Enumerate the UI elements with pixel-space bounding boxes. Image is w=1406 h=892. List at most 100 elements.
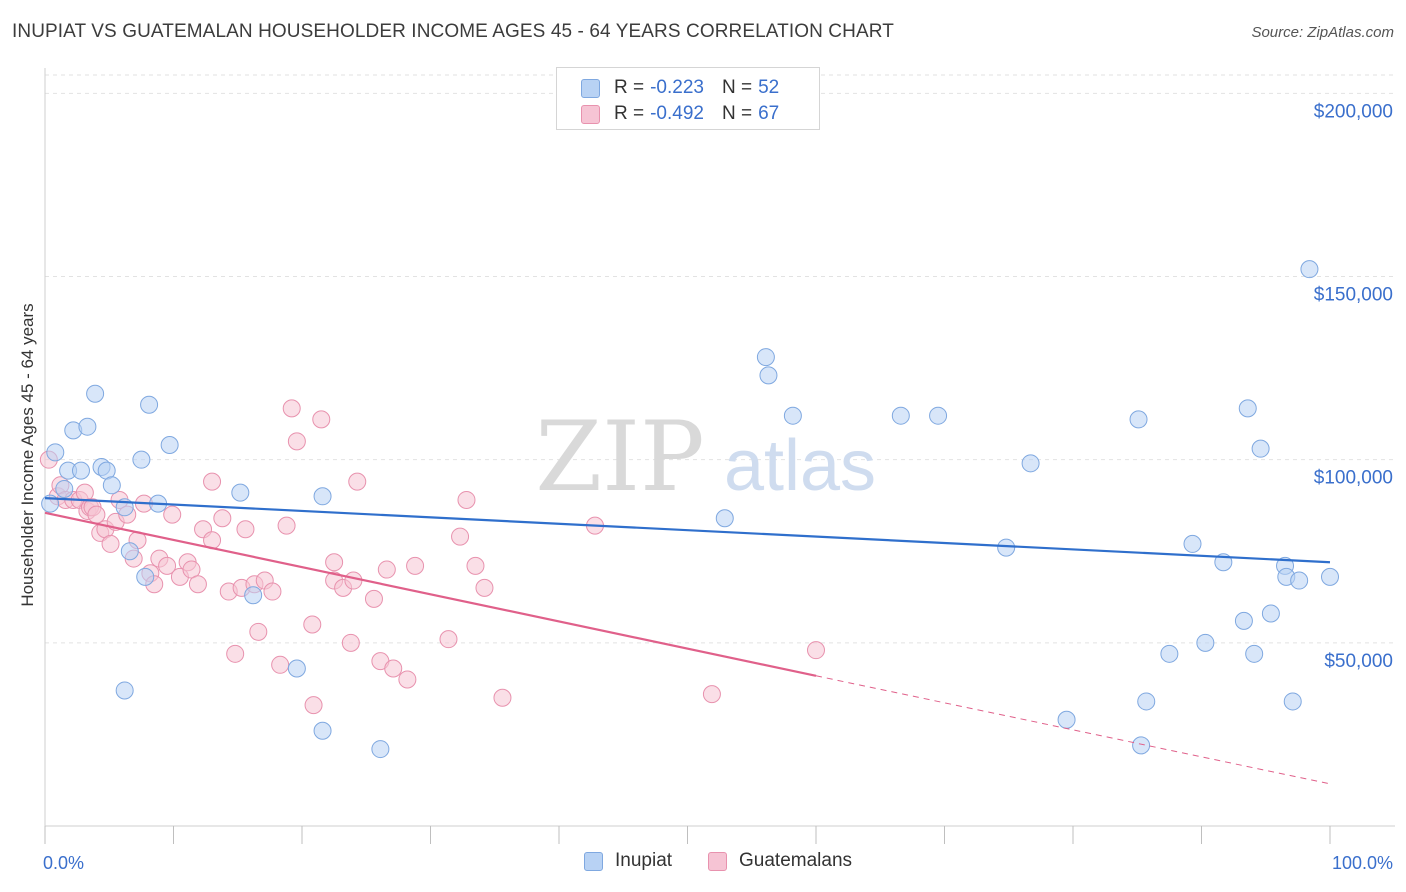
guatemalans-swatch	[581, 104, 600, 124]
inupiat-point	[1261, 604, 1280, 623]
guatemalans-point	[348, 472, 367, 491]
inupiat-point	[1137, 692, 1156, 711]
guatemalans-point	[475, 578, 494, 597]
inupiat-point	[115, 681, 134, 700]
guatemalans-point	[101, 534, 120, 553]
inupiat-point	[756, 348, 775, 367]
guatemalans-point	[226, 644, 245, 663]
y-tick-label: $50,000	[1324, 651, 1393, 672]
guatemalans-point	[158, 556, 177, 575]
guatemalans-point	[236, 520, 255, 539]
r-value: -0.492	[650, 103, 704, 124]
guatemalans-point	[203, 472, 222, 491]
x-tick-label: 0.0%	[43, 853, 84, 873]
inupiat-point	[55, 479, 74, 498]
r-label: R =	[614, 77, 645, 98]
guatemalans-point	[213, 509, 232, 528]
inupiat-swatch	[581, 78, 600, 98]
guatemalans-points	[39, 399, 825, 715]
inupiat-point	[313, 721, 332, 740]
guatemalans-point	[377, 560, 396, 579]
guatemalans-point	[312, 410, 331, 429]
inupiat-point	[160, 436, 179, 455]
inupiat-point	[78, 417, 97, 436]
chart-title: INUPIAT VS GUATEMALAN HOUSEHOLDER INCOME…	[12, 21, 894, 42]
guatemalans-point	[163, 505, 182, 524]
watermark-atlas: atlas	[724, 426, 876, 506]
guatemalans-point	[398, 670, 417, 689]
inupiat-point	[783, 406, 802, 425]
guatemalans-point	[466, 556, 485, 575]
inupiat-point	[120, 542, 139, 561]
inupiat-point	[1283, 692, 1302, 711]
legend-label-inupiat: Inupiat	[615, 850, 673, 871]
tick-labels: $50,000 $100,000 $150,000 $200,000 0.0% 100.0…	[43, 101, 1393, 873]
inupiat-point	[1196, 633, 1215, 652]
inupiat-point	[1021, 454, 1040, 473]
guatemalans-point	[263, 582, 282, 601]
guatemalans-point	[406, 556, 425, 575]
guatemalans-trend-extrapolated	[815, 675, 1331, 785]
inupiat-point	[231, 483, 250, 502]
guatemalans-point	[702, 685, 721, 704]
inupiat-point	[1245, 644, 1264, 663]
guatemalans-point	[493, 688, 512, 707]
guatemalans-point	[188, 575, 207, 594]
guatemalans-swatch	[708, 851, 727, 871]
guatemalans-point	[303, 615, 322, 634]
legend-item-inupiat: Inupiat	[584, 850, 672, 872]
inupiat-point	[1132, 736, 1151, 755]
legend-item-guatemalans: Guatemalans	[708, 850, 852, 872]
x-tick-label: 100.0%	[1332, 853, 1393, 873]
grid-layer	[45, 74, 1395, 644]
y-axis-label: Householder Income Ages 45 - 64 years	[18, 303, 37, 606]
correlation-legend: R = -0.223 N = 52 R = -0.492 N = 67	[556, 67, 820, 130]
inupiat-point	[244, 586, 263, 605]
inupiat-point	[1183, 534, 1202, 553]
inupiat-point	[891, 406, 910, 425]
inupiat-point	[997, 538, 1016, 557]
guatemalans-point	[384, 659, 403, 678]
inupiat-swatch	[584, 851, 603, 871]
series-legend: Inupiat Guatemalans	[0, 850, 1406, 878]
inupiat-point	[136, 567, 155, 586]
inupiat-point	[1290, 571, 1309, 590]
inupiat-point	[1321, 567, 1339, 586]
axis-layer	[44, 68, 1395, 844]
inupiat-point	[140, 395, 159, 414]
inupiat-point	[371, 740, 390, 759]
legend-row-guatemalans: R = -0.492 N = 67	[581, 102, 779, 126]
guatemalans-point	[277, 516, 296, 535]
guatemalans-point	[304, 696, 323, 715]
inupiat-point	[46, 443, 65, 462]
guatemalans-point	[807, 641, 825, 660]
inupiat-point	[1057, 710, 1076, 729]
r-value: -0.223	[650, 77, 704, 98]
guatemalans-point	[87, 505, 106, 524]
n-label: N =	[721, 103, 753, 124]
y-tick-label: $150,000	[1314, 284, 1393, 305]
guatemalans-point	[364, 589, 383, 608]
watermark: ZIP atlas	[535, 401, 876, 513]
guatemalans-trend-line	[44, 511, 817, 677]
inupiat-point	[1238, 399, 1257, 418]
inupiat-point	[1129, 410, 1148, 429]
n-value: 67	[758, 103, 780, 124]
n-value: 52	[758, 77, 780, 98]
source-credit: Source: ZipAtlas.com	[1251, 24, 1394, 41]
inupiat-point	[287, 659, 306, 678]
guatemalans-point	[341, 633, 360, 652]
inupiat-point	[71, 461, 90, 480]
inupiat-point	[759, 366, 778, 385]
inupiat-point	[929, 406, 948, 425]
inupiat-point	[1300, 260, 1319, 279]
guatemalans-point	[439, 630, 458, 649]
inupiat-point	[102, 476, 121, 495]
guatemalans-point	[325, 553, 344, 572]
guatemalans-point	[271, 655, 290, 674]
guatemalans-point	[451, 527, 470, 546]
guatemalans-point	[249, 622, 268, 641]
guatemalans-point	[287, 432, 306, 451]
inupiat-point	[313, 487, 332, 506]
